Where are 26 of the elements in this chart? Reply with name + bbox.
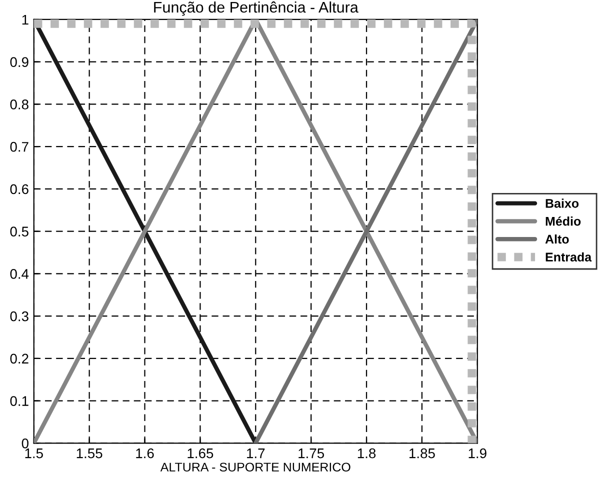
x-tick-label: 1.9 xyxy=(468,448,486,458)
x-tick-label: 1.7 xyxy=(247,448,265,458)
x-tick-label: 1.65 xyxy=(188,448,214,458)
x-tick-label: 1.5 xyxy=(25,448,43,458)
x-tick-label: 1.55 xyxy=(76,448,102,458)
legend-label: Médio xyxy=(546,216,581,226)
y-tick-label: 0.5 xyxy=(10,226,28,236)
y-tick-label: 0.8 xyxy=(10,100,28,110)
chart-title: Função de Pertinência - Altura xyxy=(154,1,358,16)
y-tick-label: 0.9 xyxy=(10,57,28,68)
y-tick-label: 0.6 xyxy=(10,184,28,194)
y-tick-label: 0.3 xyxy=(10,311,28,322)
x-axis-title: ALTURA - SUPORTE NUMERICO xyxy=(160,462,350,472)
legend-label: Alto xyxy=(545,234,569,244)
y-tick-label: 1 xyxy=(22,14,28,25)
legend-label: Baixo xyxy=(546,198,579,208)
y-tick-label: 0.4 xyxy=(10,269,29,279)
y-tick-label: 0.2 xyxy=(10,354,28,364)
x-tick-label: 1.6 xyxy=(136,448,154,458)
x-tick-label: 1.8 xyxy=(358,448,376,458)
x-tick-label: 1.85 xyxy=(410,448,435,458)
y-tick-label: 0.1 xyxy=(10,396,28,406)
y-tick-label: 0 xyxy=(22,438,28,448)
legend-label: Entrada xyxy=(546,252,592,262)
y-tick-label: 0.7 xyxy=(10,142,28,152)
x-tick-label: 1.75 xyxy=(298,448,324,458)
